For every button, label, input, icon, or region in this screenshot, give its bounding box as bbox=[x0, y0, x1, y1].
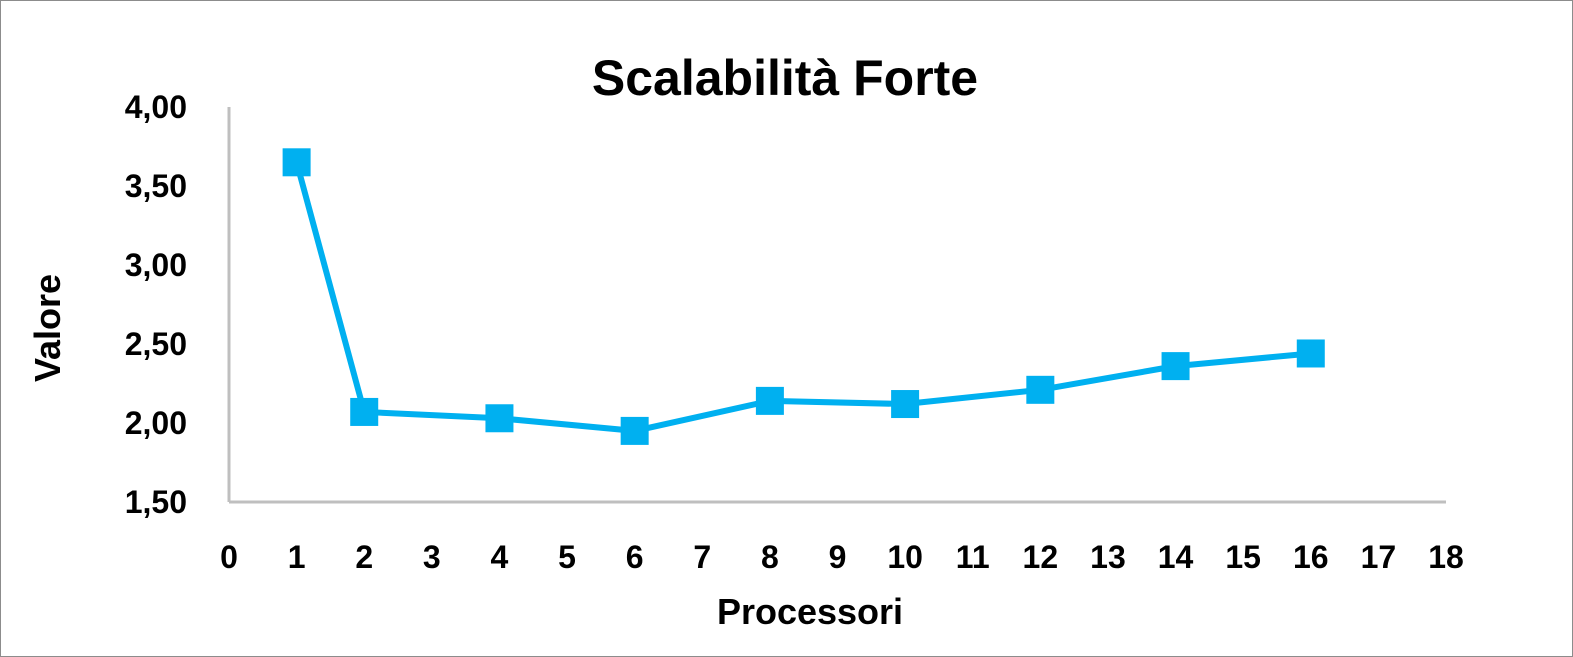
x-tick-label: 4 bbox=[491, 539, 509, 575]
x-tick-label: 3 bbox=[423, 539, 441, 575]
data-point-marker bbox=[755, 386, 784, 415]
y-axis-label: Valore bbox=[27, 274, 68, 382]
x-tick-label: 0 bbox=[220, 539, 238, 575]
x-tick-label: 14 bbox=[1158, 539, 1194, 575]
x-tick-label: 9 bbox=[829, 539, 847, 575]
x-tick-label: 13 bbox=[1090, 539, 1126, 575]
chart-title: Scalabilità Forte bbox=[592, 50, 978, 106]
data-point-marker bbox=[1026, 375, 1055, 404]
data-point-marker bbox=[350, 397, 379, 426]
x-tick-label: 8 bbox=[761, 539, 779, 575]
x-tick-label: 10 bbox=[887, 539, 923, 575]
x-tick-label: 15 bbox=[1225, 539, 1261, 575]
y-tick-labels: 1,50 2,00 2,50 3,00 3,50 4,00 bbox=[125, 89, 187, 520]
data-point-marker bbox=[1296, 339, 1325, 368]
x-tick-label: 2 bbox=[355, 539, 373, 575]
y-tick-label: 2,50 bbox=[125, 326, 187, 362]
data-point-marker bbox=[620, 416, 649, 445]
x-tick-label: 18 bbox=[1428, 539, 1464, 575]
x-tick-label: 17 bbox=[1361, 539, 1397, 575]
x-axis-label: Processori bbox=[717, 591, 903, 632]
x-tick-label: 7 bbox=[693, 539, 711, 575]
x-tick-label: 12 bbox=[1023, 539, 1059, 575]
data-point-marker bbox=[485, 404, 514, 433]
x-tick-label: 5 bbox=[558, 539, 576, 575]
x-tick-labels: 0 1 2 3 4 5 6 7 8 9 10 11 12 13 14 15 16 17 18 bbox=[220, 539, 1464, 575]
axes bbox=[227, 107, 1446, 504]
x-tick-label: 16 bbox=[1293, 539, 1329, 575]
series-layer bbox=[282, 148, 1325, 445]
data-point-marker bbox=[282, 148, 311, 177]
y-tick-label: 3,50 bbox=[125, 168, 187, 204]
x-tick-label: 1 bbox=[288, 539, 306, 575]
y-tick-label: 3,00 bbox=[125, 247, 187, 283]
data-point-marker bbox=[1161, 352, 1190, 381]
x-tick-label: 6 bbox=[626, 539, 644, 575]
y-tick-label: 4,00 bbox=[125, 89, 187, 125]
x-tick-label: 11 bbox=[956, 539, 990, 575]
y-tick-label: 2,00 bbox=[125, 405, 187, 441]
data-point-marker bbox=[891, 390, 920, 419]
series-line bbox=[293, 161, 1312, 434]
y-tick-label: 1,50 bbox=[125, 484, 187, 520]
